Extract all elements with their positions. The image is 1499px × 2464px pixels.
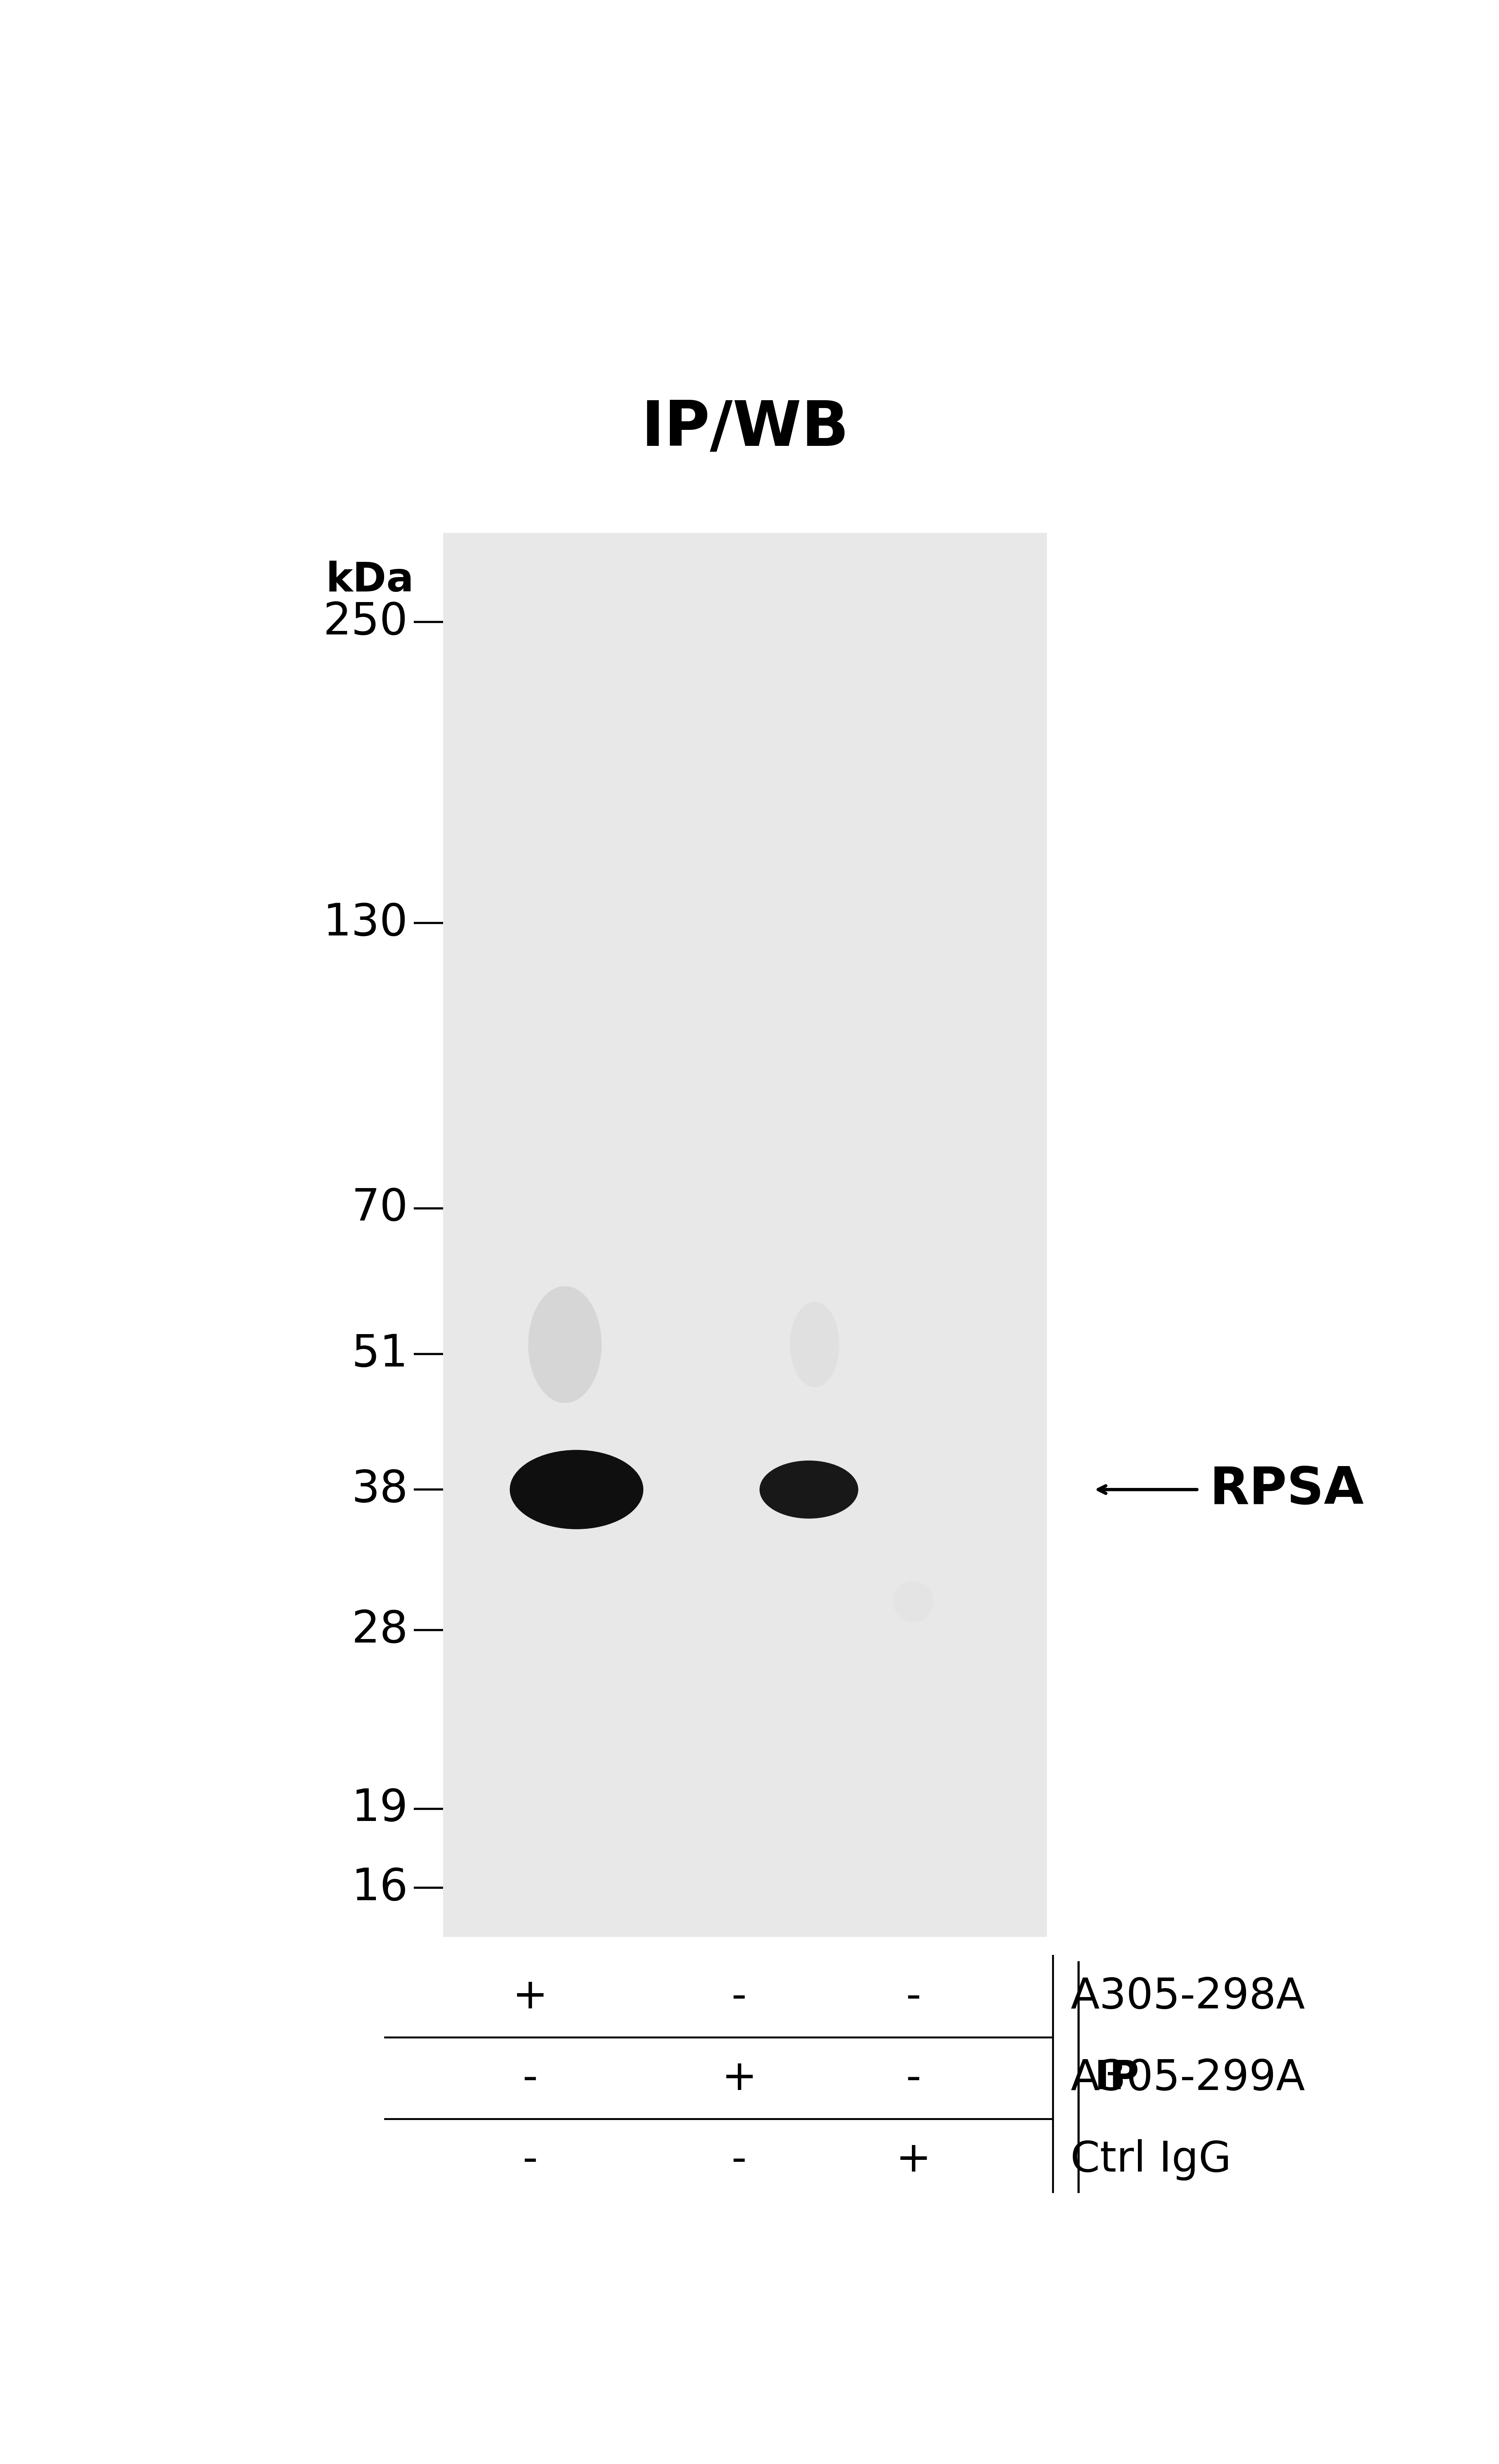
Text: 28: 28: [351, 1609, 408, 1651]
Text: A305-298A: A305-298A: [1070, 1976, 1304, 2018]
Text: IP/WB: IP/WB: [642, 399, 848, 458]
Ellipse shape: [760, 1461, 859, 1518]
Text: IP: IP: [1094, 2057, 1139, 2097]
Text: RPSA: RPSA: [1210, 1464, 1364, 1515]
Text: +: +: [721, 2057, 757, 2099]
Text: -: -: [905, 1976, 920, 2018]
Text: -: -: [523, 2057, 538, 2099]
Text: 19: 19: [352, 1786, 408, 1831]
Text: -: -: [732, 1976, 747, 2018]
Text: kDa: kDa: [325, 559, 414, 599]
Text: 16: 16: [352, 1865, 408, 1910]
Text: -: -: [523, 2139, 538, 2181]
Text: 38: 38: [351, 1469, 408, 1510]
Text: Ctrl IgG: Ctrl IgG: [1070, 2139, 1231, 2181]
Text: 70: 70: [351, 1188, 408, 1230]
Text: -: -: [732, 2139, 747, 2181]
Ellipse shape: [893, 1582, 934, 1621]
Text: 51: 51: [351, 1333, 408, 1375]
Ellipse shape: [510, 1449, 643, 1530]
Bar: [444, 532, 1046, 1937]
Text: +: +: [896, 2139, 931, 2181]
Text: A305-299A: A305-299A: [1070, 2057, 1304, 2099]
Text: 130: 130: [324, 902, 408, 944]
Text: -: -: [905, 2057, 920, 2099]
Text: +: +: [513, 1976, 547, 2018]
Ellipse shape: [790, 1301, 839, 1387]
Ellipse shape: [528, 1286, 601, 1402]
Text: 250: 250: [324, 601, 408, 643]
